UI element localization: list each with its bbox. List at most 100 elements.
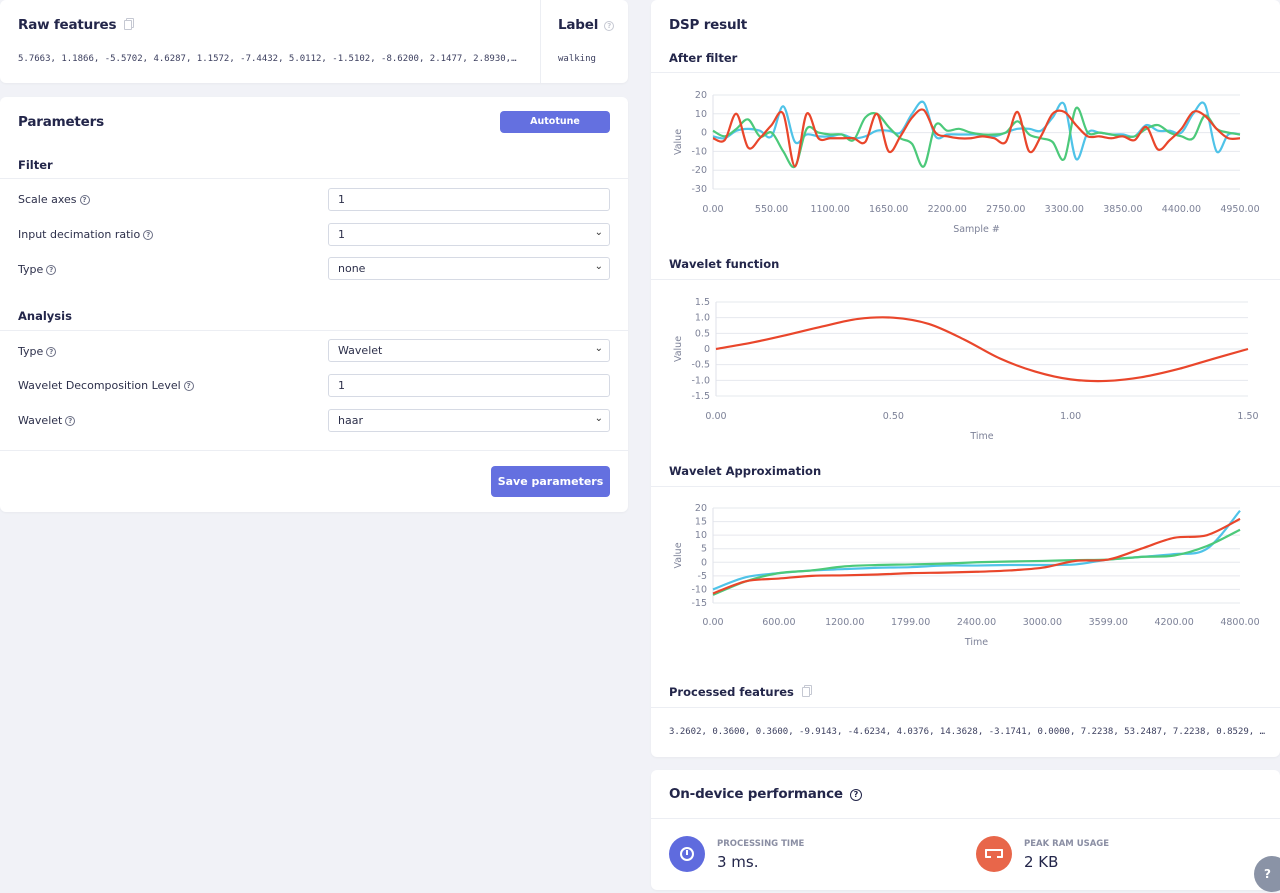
raw-features-title: Raw features: [18, 17, 133, 33]
divider: [651, 486, 1280, 487]
analysis-type-label: Type?: [18, 345, 57, 358]
x-tick-label: 0.00: [702, 617, 723, 628]
x-tick-label: 600.00: [762, 617, 795, 628]
x-tick-label: 3850.00: [1103, 204, 1142, 215]
y-axis-label: Value: [673, 336, 684, 362]
divider: [651, 279, 1280, 280]
divider: [0, 450, 628, 451]
x-tick-label: 2400.00: [957, 617, 996, 628]
help-icon[interactable]: ?: [849, 789, 862, 801]
y-tick-label: 0: [701, 557, 707, 568]
divider: [0, 330, 628, 331]
performance-card: On-device performance? PROCESSING TIME 3…: [651, 770, 1280, 890]
wavelet-select[interactable]: haar ⌄: [328, 409, 610, 432]
processing-time-label: PROCESSING TIME: [717, 839, 805, 849]
y-tick-label: -0.5: [691, 360, 710, 371]
peak-ram-label: PEAK RAM USAGE: [1024, 839, 1110, 849]
decomposition-level-label: Wavelet Decomposition Level?: [18, 379, 194, 392]
copy-icon[interactable]: [801, 687, 810, 697]
x-tick-label: 1.50: [1237, 411, 1258, 422]
x-tick-label: 1200.00: [825, 617, 864, 628]
x-tick-label: 3300.00: [1045, 204, 1084, 215]
raw-features-values: 5.7663, 1.1866, -5.5702, 4.6287, 1.1572,…: [18, 54, 517, 64]
peak-ram-value: 2 KB: [1024, 853, 1059, 871]
y-tick-label: -20: [691, 165, 707, 176]
y-tick-label: 10: [695, 109, 707, 120]
y-tick-label: 5: [701, 544, 707, 555]
x-tick-label: 4400.00: [1162, 204, 1201, 215]
after-filter-chart: 20 10 0 -10 -20 -30 0.00 550.00 1100.00 1650.00 22…: [673, 90, 1260, 235]
chevron-down-icon: ⌄: [594, 227, 603, 238]
y-tick-label: 10: [695, 530, 707, 541]
save-parameters-button[interactable]: Save parameters: [491, 466, 610, 497]
chevron-down-icon: ⌄: [594, 413, 603, 424]
filter-section-title: Filter: [18, 158, 53, 172]
help-icon[interactable]: ?: [46, 265, 57, 275]
x-tick-label: 4800.00: [1220, 617, 1259, 628]
x-axis-label: Time: [964, 637, 988, 648]
filter-type-label: Type?: [18, 263, 57, 276]
decimation-label: Input decimation ratio?: [18, 228, 154, 241]
copy-icon[interactable]: [124, 20, 133, 30]
filter-type-select[interactable]: none ⌄: [328, 257, 610, 280]
label-value: walking: [558, 54, 596, 64]
x-tick-label: 1100.00: [810, 204, 849, 215]
x-tick-label: 0.50: [883, 411, 904, 422]
x-axis-label: Time: [969, 431, 993, 442]
processed-features-values: 3.2602, 0.3600, 0.3600, -9.9143, -4.6234…: [669, 727, 1266, 737]
chevron-down-icon: ⌄: [594, 261, 603, 272]
y-tick-label: 20: [695, 90, 707, 101]
wavelet-approximation-title: Wavelet Approximation: [669, 464, 822, 478]
processing-time-value: 3 ms.: [717, 853, 759, 871]
decimation-select[interactable]: 1 ⌄: [328, 223, 610, 246]
label-title: Label?: [558, 17, 615, 33]
parameters-card: Parameters Autotune parameters Filter Sc…: [0, 97, 628, 512]
y-axis-label: Value: [673, 129, 684, 155]
x-tick-label: 0.00: [702, 204, 723, 215]
help-icon[interactable]: ?: [65, 416, 76, 426]
x-tick-label: 4950.00: [1220, 204, 1259, 215]
y-tick-label: 0.5: [695, 328, 710, 339]
help-icon[interactable]: ?: [46, 347, 57, 357]
y-tick-label: 0: [701, 128, 707, 139]
x-tick-label: 1799.00: [891, 617, 930, 628]
y-tick-label: 15: [695, 517, 707, 528]
y-tick-label: -30: [691, 184, 707, 195]
dsp-result-card: DSP result After filter Wavelet function…: [651, 0, 1280, 757]
y-tick-label: -10: [691, 146, 707, 157]
wavelet-function-chart: 1.51.00.50-0.5-1.0-1.50.00 0.50 1.00 1.50Ti…: [673, 297, 1259, 442]
help-chat-button[interactable]: ?: [1254, 856, 1280, 892]
dsp-result-title: DSP result: [669, 17, 748, 33]
y-tick-label: -15: [691, 598, 707, 609]
analysis-section-title: Analysis: [18, 309, 72, 323]
processed-features-title: Processed features: [669, 685, 810, 699]
divider: [540, 0, 541, 83]
x-tick-label: 2750.00: [986, 204, 1025, 215]
raw-features-card: Raw features 5.7663, 1.1866, -5.5702, 4.…: [0, 0, 628, 83]
x-tick-label: 3599.00: [1089, 617, 1128, 628]
analysis-type-select[interactable]: Wavelet ⌄: [328, 339, 610, 362]
y-tick-label: -5: [698, 571, 707, 582]
scale-axes-label: Scale axes?: [18, 193, 90, 206]
divider: [0, 178, 628, 179]
performance-title: On-device performance?: [669, 786, 862, 802]
x-tick-label: 4200.00: [1154, 617, 1193, 628]
decomposition-level-input[interactable]: 1: [328, 374, 610, 397]
y-tick-label: -1.0: [691, 375, 710, 386]
divider: [651, 818, 1280, 819]
help-icon[interactable]: ?: [183, 381, 194, 391]
y-tick-label: 1.5: [695, 297, 710, 308]
y-tick-label: 20: [695, 503, 707, 514]
scale-axes-input[interactable]: 1: [328, 188, 610, 211]
series-line-3: [712, 517, 1241, 595]
help-icon[interactable]: ?: [604, 21, 615, 31]
help-icon[interactable]: ?: [79, 195, 90, 205]
y-tick-label: -10: [691, 584, 707, 595]
series-line-1: [712, 100, 1241, 161]
x-tick-label: 2200.00: [928, 204, 967, 215]
clock-icon: [669, 836, 705, 872]
autotune-button[interactable]: Autotune parameters: [500, 111, 610, 149]
parameters-title: Parameters: [18, 114, 104, 130]
x-axis-label: Sample #: [953, 224, 1000, 235]
help-icon[interactable]: ?: [143, 230, 154, 240]
